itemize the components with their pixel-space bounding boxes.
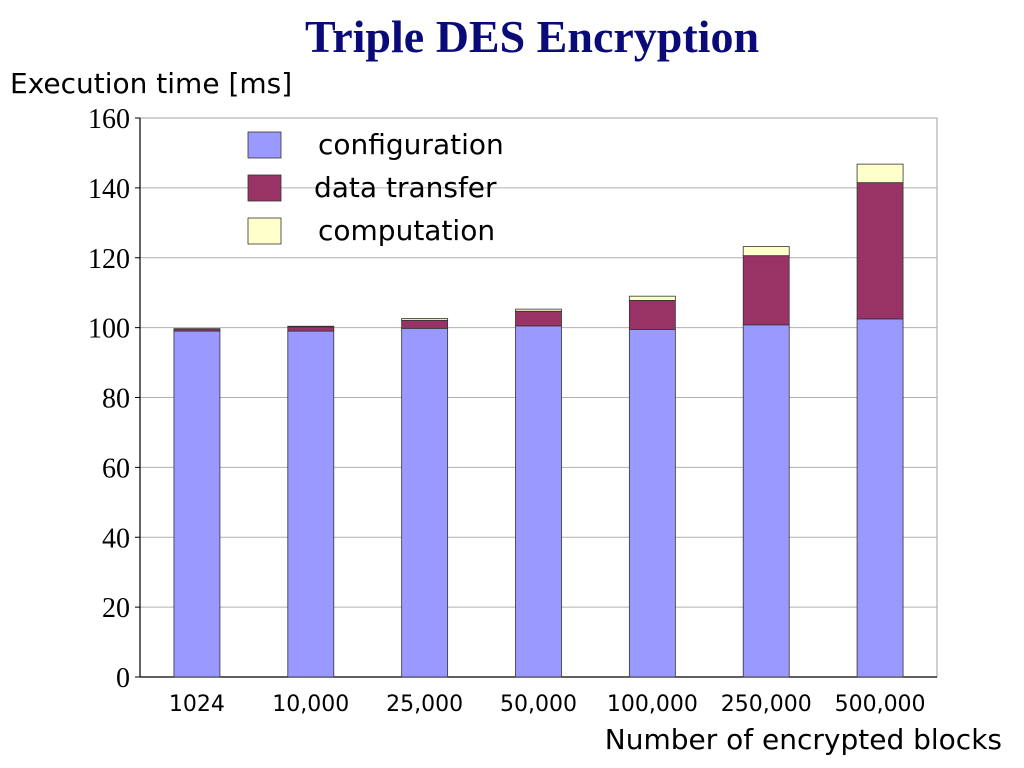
legend-swatch-data-transfer xyxy=(247,174,282,202)
y-tick-label: 100 xyxy=(88,314,130,345)
y-tick-label: 120 xyxy=(88,244,130,275)
bar-computation-1 xyxy=(287,325,335,328)
bar-data-transfer-5 xyxy=(742,255,790,326)
bar-configuration-0 xyxy=(173,330,221,678)
x-tick-label: 10,000 xyxy=(272,692,349,717)
x-tick-label: 1024 xyxy=(169,692,225,717)
bar-computation-2 xyxy=(401,318,449,321)
bar-configuration-1 xyxy=(287,330,335,678)
x-tick-label: 25,000 xyxy=(386,692,463,717)
y-tick-label: 160 xyxy=(88,104,130,135)
bar-data-transfer-6 xyxy=(856,182,904,320)
x-tick-label: 500,000 xyxy=(835,692,926,717)
bar-configuration-4 xyxy=(628,328,676,678)
bar-data-transfer-2 xyxy=(401,319,449,329)
bar-computation-5 xyxy=(742,246,790,257)
bar-data-transfer-1 xyxy=(287,326,335,332)
y-tick-label: 80 xyxy=(102,384,130,415)
y-tick-label: 20 xyxy=(102,593,130,624)
bar-configuration-5 xyxy=(742,324,790,678)
y-tick-label: 40 xyxy=(102,523,130,554)
chart-title: Triple DES Encryption xyxy=(304,11,760,62)
legend-label-data-transfer: data transfer xyxy=(314,171,497,204)
bar-computation-3 xyxy=(515,308,562,312)
bar-computation-4 xyxy=(628,295,676,301)
y-tick-label: 60 xyxy=(102,453,130,484)
y-tick-label: 140 xyxy=(88,174,130,205)
bar-configuration-3 xyxy=(515,325,562,678)
legend-swatch-configuration xyxy=(247,131,282,159)
legend-swatch-computation xyxy=(247,217,282,245)
bar-data-transfer-4 xyxy=(628,299,676,330)
x-tick-label: 50,000 xyxy=(500,692,577,717)
bar-data-transfer-3 xyxy=(515,310,562,327)
bar-computation-6 xyxy=(856,163,904,184)
x-tick-label: 250,000 xyxy=(721,692,812,717)
legend-label-computation: computation xyxy=(318,214,495,247)
legend-label-configuration: configuration xyxy=(318,128,504,161)
x-axis-label: Number of encrypted blocks xyxy=(604,723,1002,756)
bar-configuration-6 xyxy=(856,318,904,678)
bar-configuration-2 xyxy=(401,327,449,678)
y-tick-label: 0 xyxy=(116,663,130,694)
x-tick-label: 100,000 xyxy=(607,692,698,717)
y-axis-label: Execution time [ms] xyxy=(10,67,293,100)
